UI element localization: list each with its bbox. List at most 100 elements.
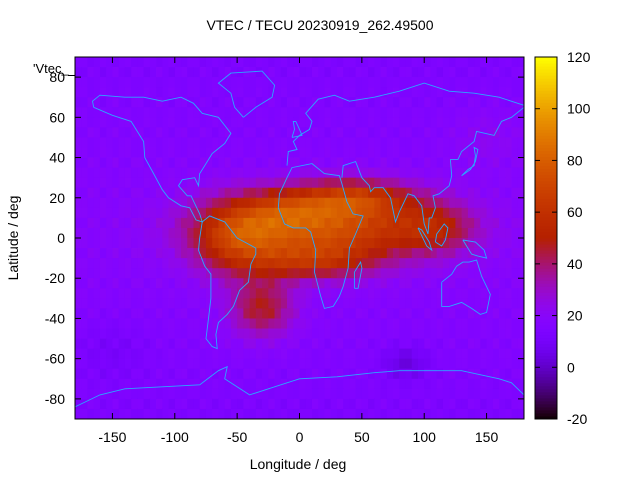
heatmap-cell [81, 127, 88, 138]
heatmap-cell [368, 167, 375, 179]
colorbar-segment [535, 165, 557, 170]
colorbar-segment [535, 352, 557, 357]
heatmap-cell [230, 238, 238, 249]
heatmap-cell [268, 338, 275, 350]
heatmap-cell [467, 338, 475, 350]
heatmap-cell [436, 378, 444, 390]
heatmap-cell [318, 268, 325, 279]
heatmap-cell [499, 177, 506, 189]
heatmap-cell [193, 288, 201, 299]
heatmap-cell [486, 318, 494, 329]
heatmap-cell [193, 187, 201, 199]
heatmap-cell [162, 308, 169, 319]
heatmap-cell [343, 67, 350, 78]
heatmap-cell [230, 117, 238, 128]
heatmap-cell [399, 398, 406, 410]
heatmap-cell [193, 197, 201, 209]
heatmap-cell [212, 378, 219, 390]
heatmap-cell [361, 288, 369, 299]
heatmap-cell [324, 97, 332, 108]
heatmap-cell [299, 278, 307, 289]
heatmap-cell [237, 408, 244, 420]
heatmap-cell [517, 318, 525, 329]
heatmap-cell [268, 368, 275, 380]
heatmap-cell [237, 57, 244, 68]
heatmap-cell [181, 67, 188, 78]
heatmap-cell [424, 97, 431, 108]
heatmap-cell [449, 97, 456, 108]
heatmap-cell [374, 348, 381, 360]
heatmap-cell [361, 147, 369, 158]
heatmap-cell [199, 157, 207, 169]
heatmap-cell [424, 127, 431, 138]
heatmap-cell [505, 107, 512, 118]
heatmap-cell [492, 227, 500, 239]
heatmap-cell [461, 57, 469, 68]
heatmap-cell [212, 338, 219, 350]
heatmap-cell [430, 77, 438, 88]
heatmap-cell [299, 338, 307, 350]
heatmap-cell [349, 77, 357, 88]
heatmap-cell [274, 288, 282, 299]
heatmap-cell [218, 248, 226, 259]
heatmap-cell [131, 318, 138, 329]
heatmap-cell [505, 298, 512, 309]
heatmap-cell [137, 107, 144, 118]
heatmap-cell [336, 57, 344, 68]
heatmap-cell [336, 338, 344, 350]
heatmap-cell [442, 298, 450, 309]
colorbar-segment [535, 159, 557, 164]
heatmap-cell [430, 288, 438, 299]
heatmap-cell [168, 207, 176, 219]
heatmap-cell [343, 127, 350, 138]
heatmap-cell [499, 157, 506, 169]
heatmap-cell [106, 268, 113, 279]
heatmap-cell [380, 177, 388, 189]
heatmap-cell [299, 398, 307, 410]
heatmap-cell [492, 408, 500, 420]
heatmap-cell [137, 87, 144, 98]
heatmap-cell [349, 398, 357, 410]
heatmap-cell [299, 268, 307, 279]
colorbar-segment [535, 102, 557, 106]
heatmap-cell [106, 157, 113, 169]
heatmap-cell [492, 87, 500, 98]
heatmap-cell [218, 308, 226, 319]
heatmap-cell [162, 248, 169, 259]
heatmap-cell [274, 137, 282, 148]
heatmap-cell [93, 378, 101, 390]
heatmap-cell [255, 57, 263, 68]
antarctica-coast [74, 365, 525, 408]
heatmap-cell [162, 338, 169, 350]
heatmap-cell [336, 398, 344, 410]
heatmap-cell [517, 248, 525, 259]
heatmap-cell [224, 358, 232, 370]
heatmap-cell [517, 288, 525, 299]
colorbar-segment [535, 132, 557, 136]
heatmap-cell [355, 57, 363, 68]
heatmap-cell [212, 328, 219, 339]
heatmap-cell [424, 67, 431, 78]
heatmap-cell [511, 147, 519, 158]
heatmap-cell [168, 408, 176, 420]
heatmap-cell [486, 77, 494, 88]
heatmap-cell [417, 368, 425, 380]
heatmap-cell [449, 57, 456, 68]
heatmap-cell [480, 187, 487, 199]
heatmap-cell [349, 87, 357, 98]
heatmap-cell [417, 187, 425, 199]
heatmap-cell [480, 258, 487, 269]
heatmap-cell [199, 268, 207, 279]
heatmap-cell [137, 328, 144, 339]
heatmap-cell [486, 298, 494, 309]
heatmap-cell [442, 248, 450, 259]
heatmap-cell [436, 268, 444, 279]
heatmap-cell [93, 308, 101, 319]
heatmap-cell [467, 67, 475, 78]
heatmap-cell [480, 67, 487, 78]
heatmap-cell [255, 318, 263, 329]
heatmap-cell [187, 117, 194, 128]
heatmap-cell [168, 177, 176, 189]
heatmap-cell [467, 137, 475, 148]
heatmap-cell [205, 167, 213, 179]
